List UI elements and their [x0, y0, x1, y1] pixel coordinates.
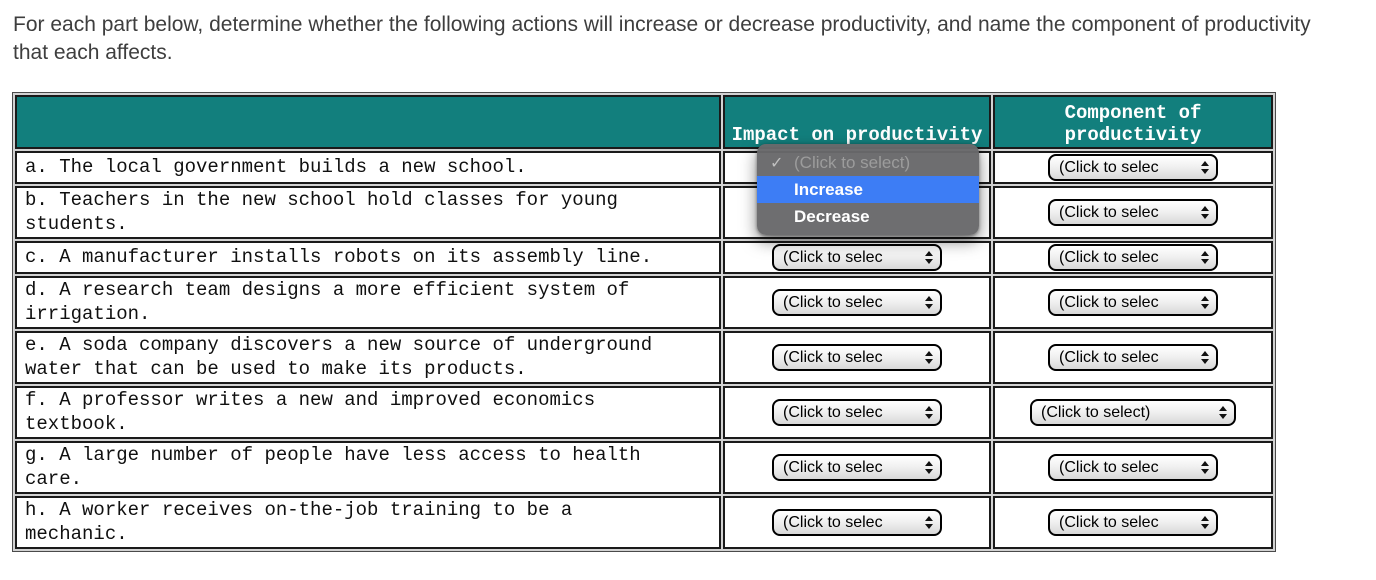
component-select-a[interactable]: (Click to selec: [1048, 154, 1218, 181]
component-select-f[interactable]: (Click to select): [1030, 399, 1236, 426]
component-select-d[interactable]: (Click to selec: [1048, 289, 1218, 316]
impact-cell-g: (Click to selec: [723, 441, 991, 494]
select-arrows-icon: [1201, 161, 1209, 174]
menu-item-decrease[interactable]: Decrease: [757, 203, 979, 230]
component-cell-c: (Click to selec: [993, 241, 1273, 274]
component-select-h[interactable]: (Click to selec: [1048, 509, 1218, 536]
table-row-d: d. A research team designs a more effici…: [15, 276, 1273, 329]
header-impact: Impact on productivity: [723, 95, 991, 149]
select-arrows-icon: [1201, 251, 1209, 264]
menu-item-label: Decrease: [794, 206, 870, 226]
question-cell-f: f. A professor writes a new and improved…: [15, 386, 721, 439]
select-label: (Click to selec: [1059, 248, 1159, 266]
select-arrows-icon: [1201, 351, 1209, 364]
menu-item-click-to-select[interactable]: ✓ (Click to select): [757, 149, 979, 176]
select-arrows-icon: [1201, 516, 1209, 529]
question-cell-g: g. A large number of people have less ac…: [15, 441, 721, 494]
impact-select-c[interactable]: (Click to selec: [772, 244, 942, 271]
question-cell-c: c. A manufacturer installs robots on its…: [15, 241, 721, 274]
question-cell-d: d. A research team designs a more effici…: [15, 276, 721, 329]
select-label: (Click to selec: [1059, 203, 1159, 221]
component-cell-b: (Click to selec: [993, 186, 1273, 239]
table-row-h: h. A worker receives on-the-job training…: [15, 496, 1273, 549]
header-blank-cell: [15, 95, 721, 149]
impact-cell-f: (Click to selec: [723, 386, 991, 439]
component-cell-h: (Click to selec: [993, 496, 1273, 549]
component-select-e[interactable]: (Click to selec: [1048, 344, 1218, 371]
select-label: (Click to selec: [1059, 293, 1159, 311]
question-cell-a: a. The local government builds a new sch…: [15, 151, 721, 184]
select-label: (Click to selec: [783, 513, 883, 531]
impact-select-f[interactable]: (Click to selec: [772, 399, 942, 426]
impact-select-d[interactable]: (Click to selec: [772, 289, 942, 316]
select-arrows-icon: [1201, 461, 1209, 474]
impact-select-e[interactable]: (Click to selec: [772, 344, 942, 371]
component-select-c[interactable]: (Click to selec: [1048, 244, 1218, 271]
checkmark-icon: ✓: [770, 154, 784, 172]
select-label: (Click to selec: [783, 348, 883, 366]
impact-cell-h: (Click to selec: [723, 496, 991, 549]
impact-cell-d: (Click to selec: [723, 276, 991, 329]
component-cell-g: (Click to selec: [993, 441, 1273, 494]
component-cell-d: (Click to selec: [993, 276, 1273, 329]
select-arrows-icon: [925, 296, 933, 309]
impact-select-g[interactable]: (Click to selec: [772, 454, 942, 481]
table-row-b: b. Teachers in the new school hold class…: [15, 186, 1273, 239]
component-select-b[interactable]: (Click to selec: [1048, 199, 1218, 226]
impact-cell-c: (Click to selec: [723, 241, 991, 274]
component-cell-e: (Click to selec: [993, 331, 1273, 384]
component-select-g[interactable]: (Click to selec: [1048, 454, 1218, 481]
select-label: (Click to selec: [1059, 348, 1159, 366]
question-cell-h: h. A worker receives on-the-job training…: [15, 496, 721, 549]
select-label: (Click to selec: [783, 293, 883, 311]
header-component: Component of productivity: [993, 95, 1273, 149]
impact-cell-e: (Click to selec: [723, 331, 991, 384]
question-cell-b: b. Teachers in the new school hold class…: [15, 186, 721, 239]
component-cell-a: (Click to selec: [993, 151, 1273, 184]
table-row-g: g. A large number of people have less ac…: [15, 441, 1273, 494]
table-row-f: f. A professor writes a new and improved…: [15, 386, 1273, 439]
menu-item-label: Increase: [794, 179, 863, 199]
select-arrows-icon: [1201, 206, 1209, 219]
component-cell-f: (Click to select): [993, 386, 1273, 439]
select-arrows-icon: [925, 351, 933, 364]
select-label: (Click to selec: [783, 458, 883, 476]
select-arrows-icon: [925, 406, 933, 419]
select-label: (Click to selec: [1059, 458, 1159, 476]
menu-item-increase[interactable]: Increase: [757, 176, 979, 203]
impact-dropdown-menu: ✓ (Click to select) Increase Decrease: [757, 144, 979, 235]
instructions-text: For each part below, determine whether t…: [13, 13, 1311, 64]
select-label: (Click to selec: [783, 403, 883, 421]
menu-item-label: (Click to select): [794, 152, 911, 172]
select-label: (Click to selec: [783, 248, 883, 266]
table-row-e: e. A soda company discovers a new source…: [15, 331, 1273, 384]
table-row-c: c. A manufacturer installs robots on its…: [15, 241, 1273, 274]
question-cell-e: e. A soda company discovers a new source…: [15, 331, 721, 384]
header-row: Impact on productivity Component of prod…: [15, 95, 1273, 149]
select-arrows-icon: [925, 251, 933, 264]
select-arrows-icon: [1219, 406, 1227, 419]
impact-select-h[interactable]: (Click to selec: [772, 509, 942, 536]
select-label: (Click to selec: [1059, 158, 1159, 176]
select-arrows-icon: [925, 461, 933, 474]
select-arrows-icon: [925, 516, 933, 529]
select-label: (Click to selec: [1059, 513, 1159, 531]
productivity-table: Impact on productivity Component of prod…: [12, 92, 1276, 552]
table-row-a: a. The local government builds a new sch…: [15, 151, 1273, 184]
select-arrows-icon: [1201, 296, 1209, 309]
select-label: (Click to select): [1041, 403, 1151, 421]
